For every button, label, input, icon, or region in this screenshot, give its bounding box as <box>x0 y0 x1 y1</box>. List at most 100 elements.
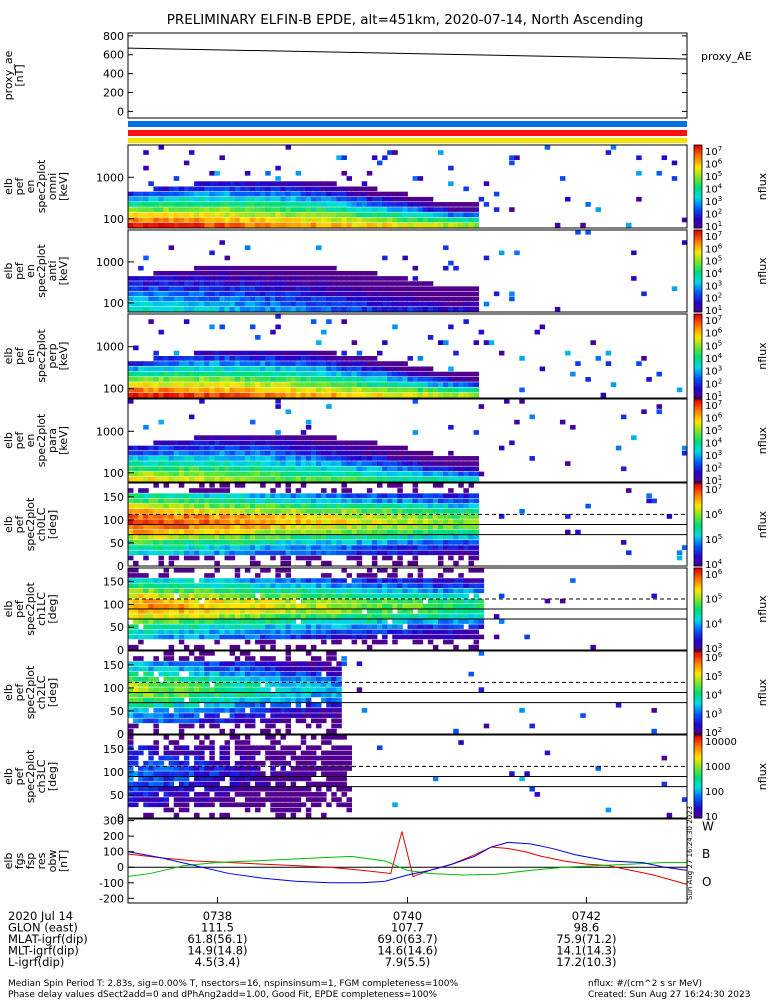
heatmap-cell <box>229 578 236 583</box>
ae-series-line <box>127 47 688 60</box>
heatmap-cell <box>443 529 449 535</box>
heatmap-cell <box>143 702 149 708</box>
heatmap-cell <box>270 723 276 729</box>
heatmap-cell <box>412 286 419 291</box>
heatmap-cell <box>366 514 373 519</box>
heatmap-cell <box>163 534 170 540</box>
heatmap-cell <box>392 466 398 472</box>
heatmap-cell <box>346 450 352 456</box>
colorbar-swatch <box>694 347 702 351</box>
heatmap-cell <box>163 708 170 713</box>
ylabel-line: ch0LC <box>35 507 48 541</box>
heatmap-cell <box>138 639 144 645</box>
colorbar-swatch <box>694 576 702 579</box>
heatmap-cell <box>366 498 373 504</box>
heatmap-cell <box>128 450 134 456</box>
heatmap-cell <box>377 503 383 509</box>
heatmap-cell <box>244 202 251 207</box>
heatmap-cell <box>310 540 317 545</box>
figure-title: PRELIMINARY ELFIN-B EPDE, alt=451km, 202… <box>167 12 644 28</box>
heatmap-cell <box>377 366 383 372</box>
heatmap-cell <box>209 514 215 519</box>
heatmap-cell <box>458 456 464 461</box>
heatmap-cell <box>265 671 271 677</box>
heatmap-cell <box>148 583 154 588</box>
heatmap-cell <box>183 296 190 302</box>
heatmap-cell <box>366 207 373 212</box>
ylabel-line: [keV] <box>57 426 70 455</box>
region-bar-red <box>128 130 687 136</box>
heatmap-cell <box>443 593 449 599</box>
heatmap-cell <box>133 723 139 729</box>
heatmap-cell <box>158 186 164 192</box>
heatmap-cell <box>422 281 429 286</box>
heatmap-cell <box>153 276 159 281</box>
heatmap-cell <box>188 356 195 361</box>
heatmap-cell <box>183 593 190 599</box>
heatmap-cell <box>310 519 317 524</box>
heatmap-cell <box>194 207 200 212</box>
heatmap-cell <box>316 340 322 345</box>
heatmap-cell <box>219 682 225 687</box>
heatmap-cell <box>346 471 352 477</box>
heatmap-cell <box>128 728 134 734</box>
heatmap-cell <box>173 614 180 619</box>
heatmap-cell <box>158 682 164 687</box>
heatmap-cell <box>275 265 281 271</box>
heatmap-cell <box>290 545 297 550</box>
heatmap-cell <box>392 524 398 530</box>
heatmap-cell <box>239 609 246 614</box>
heatmap-cell <box>224 291 231 297</box>
heatmap-cell <box>356 461 363 466</box>
heatmap-cell <box>448 529 454 535</box>
heatmap-cell <box>300 191 307 197</box>
heatmap-cell <box>300 588 307 594</box>
heatmap-cell <box>387 519 393 524</box>
heatmap-cell <box>356 534 363 540</box>
heatmap-cell <box>295 207 302 212</box>
colorbar-tick-label: 102 <box>705 377 722 390</box>
heatmap-cell <box>265 212 271 218</box>
heatmap-cell <box>387 609 393 614</box>
heatmap-cell <box>194 196 200 202</box>
heatmap-cell <box>280 445 286 451</box>
heatmap-cell <box>336 382 342 387</box>
ylabel-line: pef <box>13 177 26 196</box>
heatmap-cell <box>265 291 271 297</box>
heatmap-cell <box>377 568 383 573</box>
heatmap-cell <box>255 666 261 672</box>
heatmap-cell <box>158 508 164 514</box>
heatmap-cell <box>143 498 149 504</box>
heatmap-cell <box>148 598 154 604</box>
heatmap-cell <box>356 217 363 223</box>
heatmap-cell <box>275 519 281 524</box>
heatmap-cell <box>448 634 454 640</box>
heatmap-cell <box>178 718 185 724</box>
heatmap-cell <box>366 519 373 524</box>
heatmap-cell <box>158 573 164 578</box>
heatmap-cell <box>153 676 159 682</box>
heatmap-cell <box>249 466 256 472</box>
heatmap-cell <box>255 671 261 677</box>
heatmap-cell <box>361 619 368 624</box>
heatmap-cell <box>620 414 627 420</box>
heatmap-cell <box>265 476 271 482</box>
colorbar-swatch <box>694 389 702 393</box>
heatmap-cell <box>458 296 464 302</box>
heatmap-cell <box>270 603 276 609</box>
heatmap-cell <box>204 519 210 524</box>
heatmap-cell <box>183 692 190 698</box>
heatmap-cell <box>443 545 449 550</box>
heatmap-cell <box>321 471 327 477</box>
heatmap-cell <box>321 514 327 519</box>
heatmap-cell <box>468 217 474 223</box>
heatmap-cell <box>270 202 276 207</box>
heatmap-cell <box>316 598 322 604</box>
heatmap-cell <box>224 456 231 461</box>
heatmap-cell <box>133 217 139 223</box>
heatmap-cell <box>194 676 200 682</box>
heatmap-cell <box>417 450 424 456</box>
heatmap-cell <box>468 619 474 624</box>
heatmap-cell <box>143 624 149 629</box>
heatmap-cell <box>458 476 464 482</box>
